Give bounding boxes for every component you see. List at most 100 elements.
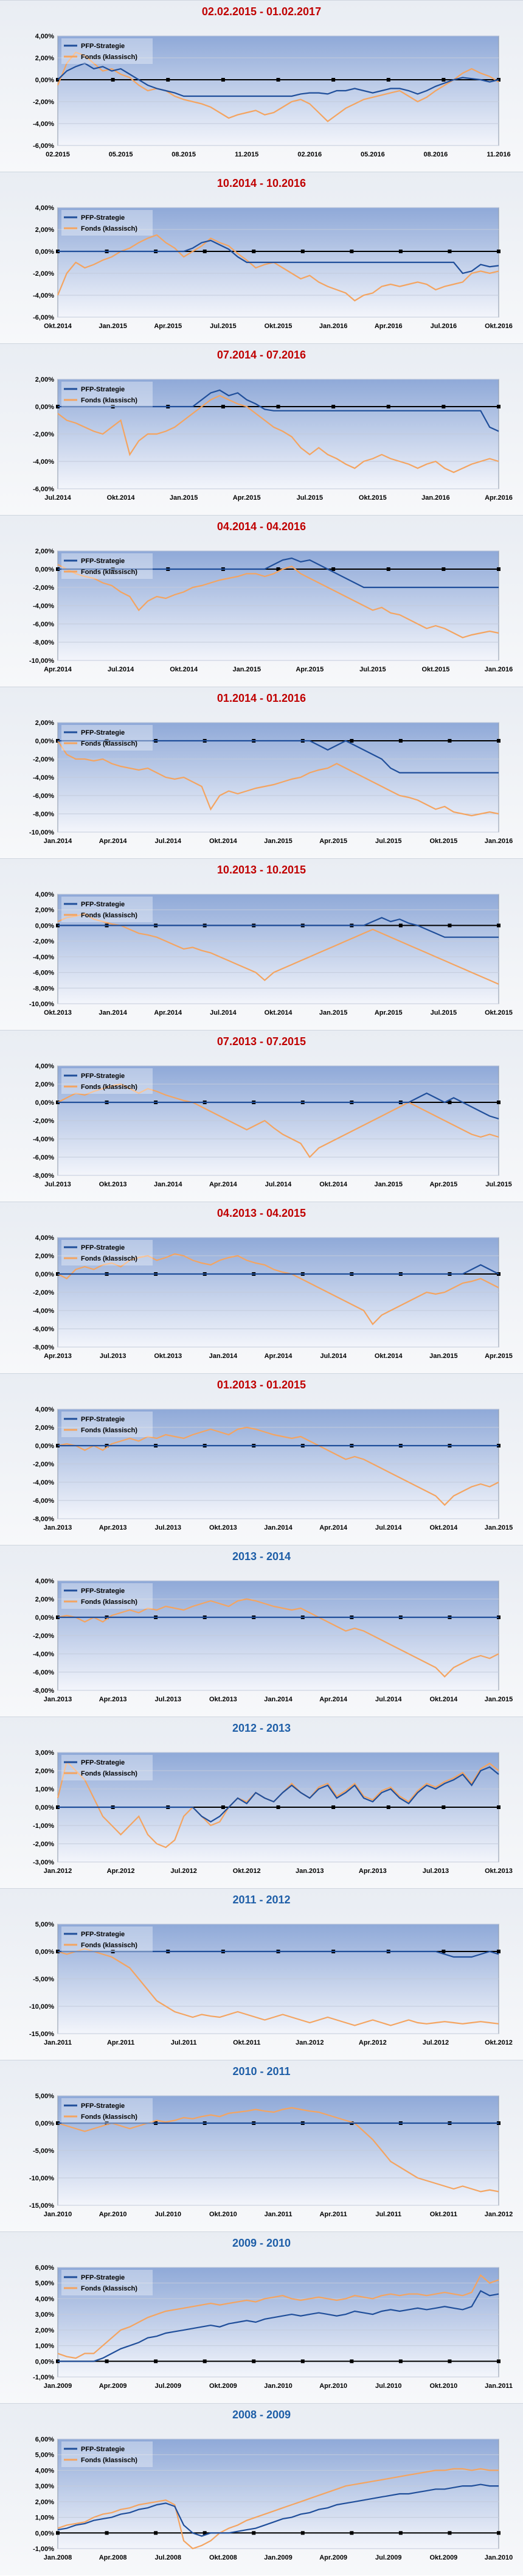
x-tick-label: Jan.2016 — [319, 323, 347, 330]
y-tick-label: -6,00% — [33, 1669, 54, 1676]
x-tick-label: Jul.2013 — [155, 1524, 181, 1531]
x-tick-label: Okt.2013 — [154, 1353, 182, 1360]
y-tick-label: -10,00% — [29, 2003, 54, 2011]
zero-marker — [497, 250, 500, 253]
zero-marker — [203, 250, 207, 253]
chart-panel: 10.2013 - 10.2015 4,00% 2,00% 0,00% -2,00% -4… — [0, 858, 523, 1031]
zero-marker — [331, 567, 336, 571]
x-tick-label: Okt.2014 — [319, 1181, 348, 1188]
x-tick-label: Apr.2008 — [99, 2554, 127, 2561]
series-line — [57, 394, 499, 474]
chart-title: 2010 - 2011 — [232, 2065, 291, 2077]
y-tick-label: 2,00% — [35, 1424, 54, 1432]
x-tick-label: Apr.2015 — [233, 494, 261, 502]
legend-label: PFP-Strategie — [81, 214, 125, 222]
y-tick-label: 3,00% — [35, 2311, 54, 2319]
legend-label: PFP-Strategie — [81, 1244, 125, 1251]
chart-title: 01.2014 - 01.2016 — [216, 692, 307, 704]
zero-marker — [252, 250, 256, 253]
line-chart: 4,00%2,00%0,00%-2,00%-4,00%-6,00%-8,00%J… — [33, 1063, 512, 1188]
zero-marker — [497, 567, 500, 571]
y-tick-label: -4,00% — [33, 1136, 54, 1143]
chart-panel: 01.2013 - 01.2015 4,00% 2,00% 0,00% -2,00% -4… — [0, 1373, 523, 1545]
x-tick-label: Apr.2014 — [154, 1009, 182, 1017]
zero-marker — [154, 2531, 158, 2535]
x-tick-label: Okt.2014 — [429, 1696, 458, 1703]
x-tick-label: Apr.2011 — [107, 2039, 134, 2046]
y-tick-label: 0,00% — [35, 1271, 54, 1278]
x-tick-label: Jan.2015 — [429, 1353, 457, 1360]
x-tick-label: Jan.2012 — [485, 2211, 513, 2218]
y-tick-label: -2,00% — [33, 1633, 54, 1640]
x-tick-label: Apr.2011 — [319, 2211, 347, 2218]
zero-marker — [398, 2531, 403, 2535]
series-line — [57, 2483, 499, 2537]
chart-panel: 2011 - 2012 5,00% 0,00% -5,00% -10,00% -15,00… — [0, 1888, 523, 2060]
x-tick-label: 08.2016 — [424, 151, 448, 158]
y-tick-label: 0,00% — [35, 1443, 54, 1450]
y-tick-label: 5,00% — [35, 1921, 54, 1928]
legend-label: PFP-Strategie — [81, 1073, 125, 1080]
y-tick-label: 0,00% — [35, 77, 54, 84]
zero-marker — [497, 1950, 500, 1953]
legend-label: Fonds (klassisch) — [81, 225, 137, 233]
legend-box — [61, 2098, 153, 2124]
x-tick-label: Jul.2013 — [100, 1353, 126, 1360]
x-tick-label: Okt.2012 — [233, 1867, 261, 1875]
series-line — [57, 740, 499, 817]
series-line — [58, 389, 499, 432]
y-tick-label: 4,00% — [35, 205, 54, 212]
x-tick-label: Apr.2009 — [99, 2382, 127, 2390]
legend-label: Fonds (klassisch) — [81, 2285, 137, 2292]
y-tick-label: 2,00% — [35, 2327, 54, 2334]
x-tick-label: Okt.2009 — [209, 2382, 237, 2390]
chart-panel: 2013 - 2014 4,00% 2,00% 0,00% -2,00% -4,00% -6… — [0, 1545, 523, 1717]
x-tick-label: Okt.2011 — [233, 2039, 260, 2046]
y-tick-label: 2,00% — [35, 226, 54, 234]
y-tick-label: 5,00% — [35, 2452, 54, 2459]
zero-marker — [56, 2531, 60, 2535]
y-tick-label: 0,00% — [35, 1614, 54, 1622]
zero-marker — [448, 923, 452, 928]
series-line — [57, 51, 499, 122]
y-tick-label: 0,00% — [35, 566, 54, 573]
x-tick-label: Apr.2010 — [319, 2382, 347, 2390]
chart-panel: 2009 - 2010 6,00% 5,00% 4,00% 3,00% 2,00% 1,00… — [0, 2231, 523, 2404]
legend-box — [61, 1755, 153, 1780]
y-tick-label: -4,00% — [33, 1307, 54, 1315]
series-line — [57, 1426, 499, 1507]
x-tick-label: Apr.2013 — [99, 1524, 127, 1531]
chart-panel: 07.2014 - 07.2016 2,00% 0,00% -2,00% -4,00% -… — [0, 343, 523, 516]
x-tick-label: Okt.2014 — [429, 1524, 458, 1531]
x-tick-label: Okt.2015 — [421, 666, 449, 673]
y-tick-label: 2,00% — [35, 55, 54, 62]
y-tick-label: -1,00% — [33, 2546, 54, 2553]
zero-marker — [276, 405, 280, 408]
y-tick-label: -4,00% — [33, 121, 54, 128]
x-tick-label: Apr.2014 — [319, 1696, 348, 1703]
zero-marker — [203, 2531, 207, 2535]
x-tick-label: Jan.2009 — [264, 2554, 292, 2561]
y-tick-label: -6,00% — [33, 486, 54, 493]
y-tick-label: 4,00% — [35, 891, 54, 898]
chart-title: 04.2013 - 04.2015 — [216, 1207, 307, 1219]
x-tick-label: Okt.2014 — [209, 838, 238, 845]
x-tick-label: Jan.2016 — [485, 838, 513, 845]
zero-marker — [300, 2531, 305, 2535]
x-tick-label: Apr.2014 — [44, 666, 72, 673]
chart-title: 01.2013 - 01.2015 — [216, 1379, 307, 1391]
x-tick-label: Jul.2014 — [375, 1696, 402, 1703]
y-tick-label: 2,00% — [35, 1768, 54, 1775]
series-line — [58, 1092, 499, 1120]
x-tick-label: Jan.2011 — [44, 2039, 72, 2046]
x-tick-label: Okt.2014 — [44, 323, 72, 330]
y-tick-label: -5,00% — [33, 2147, 54, 2155]
line-chart: 6,00% 5,00% 4,00% 3,00% 2,00% 1,00% 0,00% -1,00… — [33, 2436, 513, 2561]
chart-panel: 2012 - 2013 3,00% 2,00% 1,00% 0,00% -1,00% -2,… — [0, 1717, 523, 1889]
chart-panel: 01.2014 - 01.2016 2,00% 0,00% -2,00% -4,00% -… — [0, 687, 523, 859]
line-chart: 4,00%2,00%0,00%-2,00%-4,00%-6,00%-8,00%J… — [33, 1578, 513, 1703]
y-tick-label: -5,00% — [33, 1976, 54, 1983]
zero-marker — [350, 250, 354, 253]
x-tick-label: Okt.2014 — [170, 666, 198, 673]
